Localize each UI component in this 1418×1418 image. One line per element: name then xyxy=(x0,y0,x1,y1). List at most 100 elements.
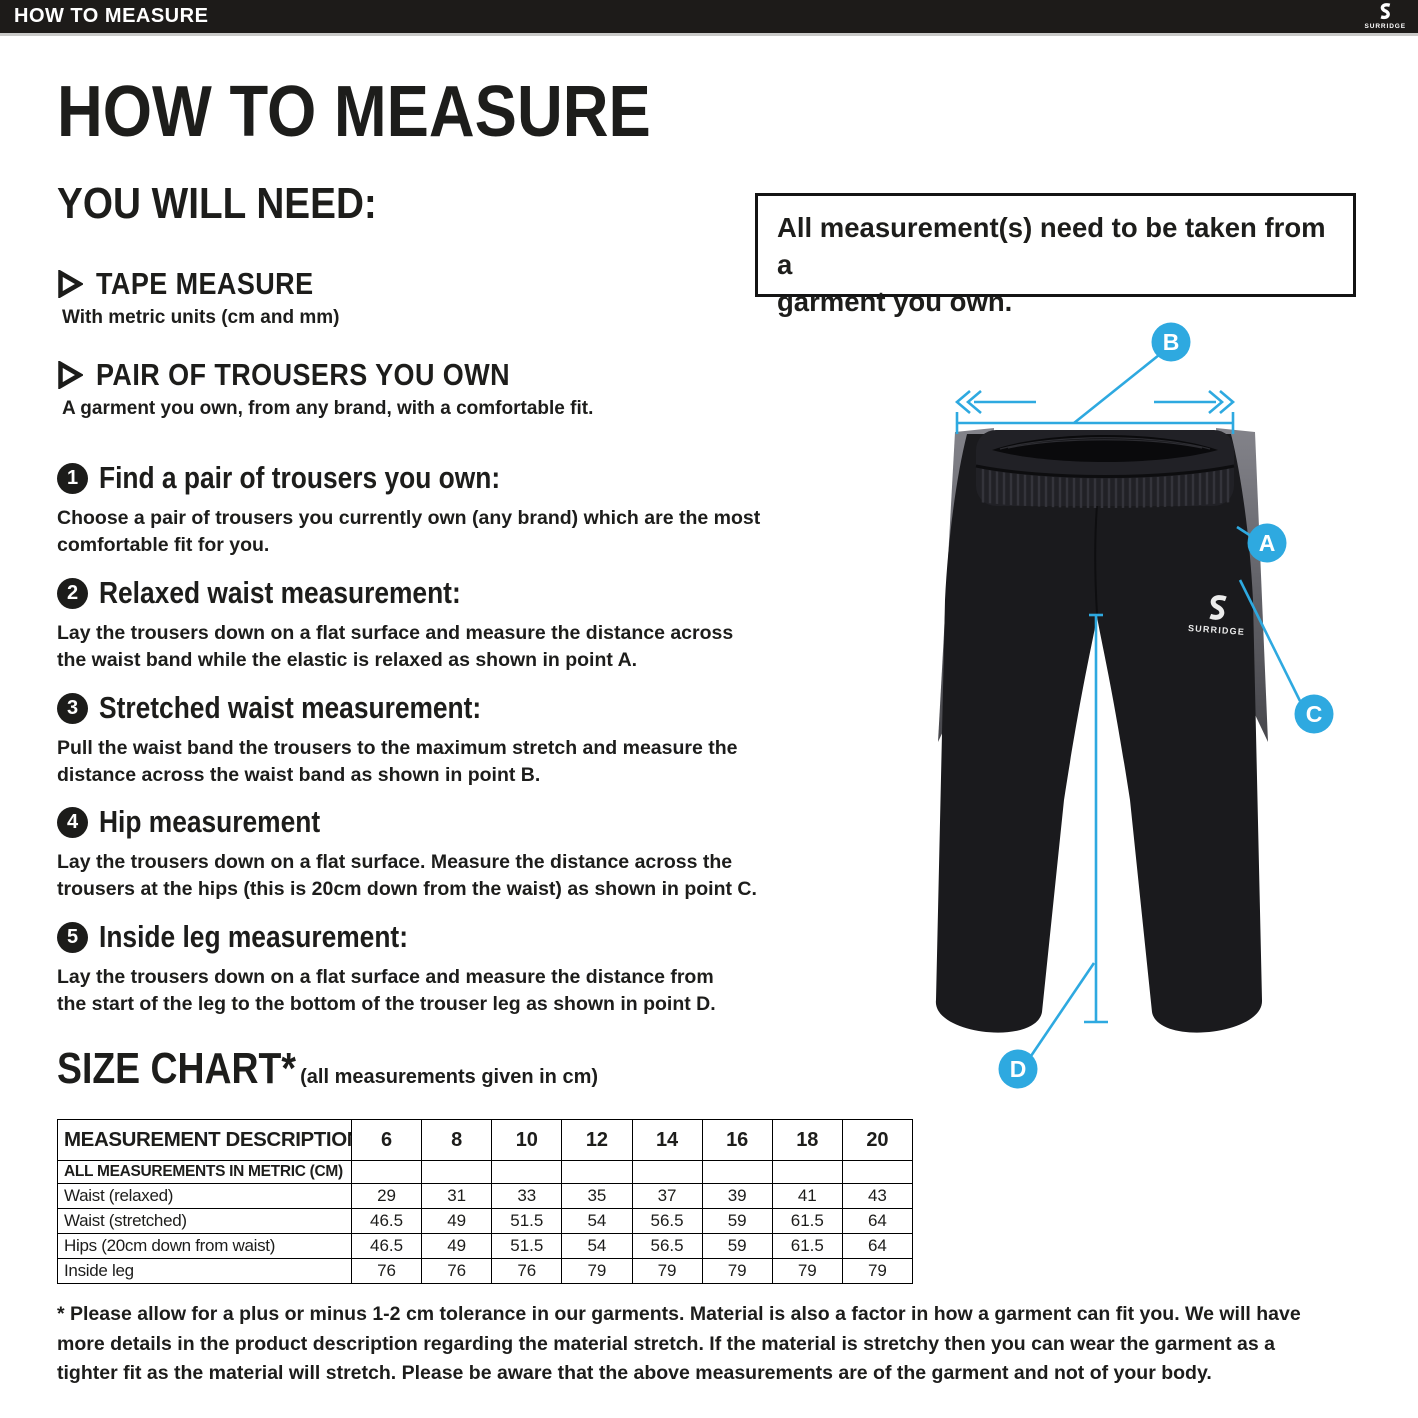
value-cell: 79 xyxy=(561,1258,633,1284)
point-c-connector xyxy=(1238,579,1302,702)
brand-logo: SURRIDGE xyxy=(1364,2,1406,31)
triangle-bullet-icon xyxy=(58,361,83,389)
point-d-connector xyxy=(1029,962,1096,1057)
arrow-right-icon xyxy=(1154,390,1236,414)
row-label: Waist (stretched) xyxy=(57,1208,352,1234)
value-cell: 46.5 xyxy=(350,1208,423,1234)
measure-point-d: D xyxy=(998,1049,1038,1089)
step-3: 3 Stretched waist measurement: Pull the … xyxy=(57,690,847,789)
value-cell: 79 xyxy=(841,1258,914,1284)
measurement-note: All measurement(s) need to be taken from… xyxy=(755,193,1356,317)
measure-point-b: B xyxy=(1151,322,1191,362)
value-cell: 41 xyxy=(771,1183,843,1209)
value-cell: 49 xyxy=(421,1233,493,1259)
value-cell: 79 xyxy=(771,1258,843,1284)
step-description: Choose a pair of trousers you currently … xyxy=(57,507,761,556)
value-cell: 64 xyxy=(841,1233,914,1259)
value-cell: 79 xyxy=(701,1258,773,1284)
value-cell: 61.5 xyxy=(771,1233,843,1259)
need-item-title: TAPE MEASURE xyxy=(96,266,314,301)
value-cell: 79 xyxy=(631,1258,703,1284)
step-number-badge: 3 xyxy=(57,692,88,724)
step-number-badge: 4 xyxy=(57,806,88,838)
step-number-badge: 1 xyxy=(57,462,88,494)
measure-point-c: C xyxy=(1294,694,1334,734)
value-cell: 46.5 xyxy=(350,1233,423,1259)
step-description: Lay the trousers down on a flat surface.… xyxy=(57,851,757,900)
step-description: Lay the trousers down on a flat surface … xyxy=(57,622,734,671)
value-cell: 51.5 xyxy=(491,1233,563,1259)
point-label: B xyxy=(1163,329,1180,355)
value-cell: 31 xyxy=(421,1183,493,1209)
point-label: D xyxy=(1010,1056,1027,1082)
header-cell: MEASUREMENT DESCRIPTION xyxy=(57,1119,352,1161)
value-cell: 76 xyxy=(350,1258,423,1284)
table-row: Hips (20cm down from waist) 46.5 49 51.5… xyxy=(57,1233,914,1259)
step-title: Find a pair of trousers you own: xyxy=(99,460,501,495)
table-metric-row: ALL MEASUREMENTS IN METRIC (CM) xyxy=(57,1160,914,1184)
need-item-title: PAIR OF TROUSERS YOU OWN xyxy=(96,357,511,392)
header-cell: 18 xyxy=(771,1119,843,1161)
header-cell: 20 xyxy=(841,1119,914,1161)
empty-cell xyxy=(771,1160,843,1184)
value-cell: 56.5 xyxy=(631,1208,703,1234)
you-will-need-heading: YOU WILL NEED: xyxy=(57,179,377,228)
measurement-lines xyxy=(954,353,1302,1057)
size-chart-table: MEASUREMENT DESCRIPTION 6 8 10 12 14 16 … xyxy=(57,1119,914,1284)
step-number-badge: 5 xyxy=(57,921,88,953)
value-cell: 39 xyxy=(701,1183,773,1209)
trousers-outline xyxy=(935,434,1263,1033)
need-item-description: With metric units (cm and mm) xyxy=(62,307,340,328)
need-item-tape-measure: TAPE MEASURE With metric units (cm and m… xyxy=(57,266,346,329)
value-cell: 76 xyxy=(491,1258,563,1284)
value-cell: 35 xyxy=(561,1183,633,1209)
step-title: Hip measurement xyxy=(99,804,321,839)
size-chart-heading: SIZE CHART* (all measurements given in cm… xyxy=(57,1044,598,1094)
need-item-description: A garment you own, from any brand, with … xyxy=(62,398,594,419)
point-label: C xyxy=(1306,701,1323,727)
value-cell: 37 xyxy=(631,1183,703,1209)
value-cell: 43 xyxy=(841,1183,914,1209)
value-cell: 49 xyxy=(421,1208,493,1234)
top-bar-title: HOW TO MEASURE xyxy=(14,5,209,27)
arrow-left-icon xyxy=(954,390,1036,414)
value-cell: 59 xyxy=(701,1233,773,1259)
empty-cell xyxy=(421,1160,493,1184)
measure-point-a: A xyxy=(1247,523,1287,563)
step-2: 2 Relaxed waist measurement: Lay the tro… xyxy=(57,575,847,674)
tolerance-footnote: * Please allow for a plus or minus 1-2 c… xyxy=(57,1303,1301,1384)
row-label: Waist (relaxed) xyxy=(57,1183,352,1209)
value-cell: 51.5 xyxy=(491,1208,563,1234)
header-cell: 8 xyxy=(421,1119,493,1161)
step-1: 1 Find a pair of trousers you own: Choos… xyxy=(57,460,847,559)
value-cell: 76 xyxy=(421,1258,493,1284)
value-cell: 61.5 xyxy=(771,1208,843,1234)
waistband-fold xyxy=(975,464,1235,478)
empty-cell xyxy=(701,1160,773,1184)
waist-stitching xyxy=(999,437,1211,450)
point-label: A xyxy=(1259,530,1276,556)
garment-logo-text: SURRIDGE xyxy=(1188,623,1246,637)
table-row: Waist (relaxed) 29 31 33 35 37 39 41 43 xyxy=(57,1183,914,1209)
header-cell: 14 xyxy=(631,1119,703,1161)
row-label: Hips (20cm down from waist) xyxy=(57,1233,352,1259)
row-label: Inside leg xyxy=(57,1258,352,1284)
step-5: 5 Inside leg measurement: Lay the trouse… xyxy=(57,919,847,1018)
step-number-badge: 2 xyxy=(57,577,88,609)
value-cell: 64 xyxy=(841,1208,914,1234)
empty-cell xyxy=(350,1160,423,1184)
value-cell: 54 xyxy=(561,1208,633,1234)
brand-name: SURRIDGE xyxy=(1364,23,1406,31)
need-item-trousers: PAIR OF TROUSERS YOU OWN A garment you o… xyxy=(57,357,593,420)
header-cell: 16 xyxy=(701,1119,773,1161)
table-header-row: MEASUREMENT DESCRIPTION 6 8 10 12 14 16 … xyxy=(57,1119,914,1161)
value-cell: 54 xyxy=(561,1233,633,1259)
table-row: Waist (stretched) 46.5 49 51.5 54 56.5 5… xyxy=(57,1208,914,1234)
step-title: Relaxed waist measurement: xyxy=(99,575,461,610)
waistband-ribs xyxy=(978,468,1232,508)
step-title: Inside leg measurement: xyxy=(99,919,408,954)
garment-logo: SURRIDGE xyxy=(1188,595,1246,637)
table-row: Inside leg 76 76 76 79 79 79 79 79 xyxy=(57,1258,914,1284)
header-cell: 6 xyxy=(350,1119,423,1161)
